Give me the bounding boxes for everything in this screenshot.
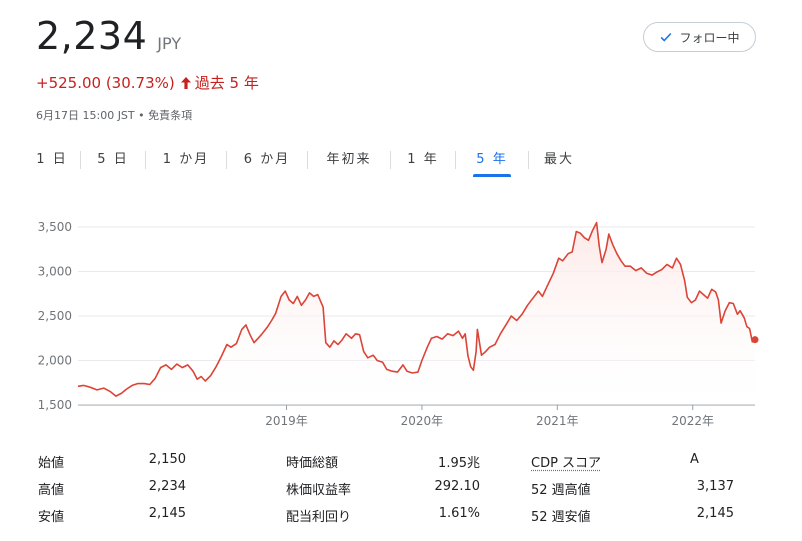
stat-value: 1.95兆	[438, 456, 480, 471]
stat-label: 高値	[38, 483, 65, 498]
stat-value: 2,145	[148, 506, 186, 521]
stats-row: 安値 2,145 配当利回り 1.61% 52 週安値 2,145	[38, 506, 778, 528]
tab-divider	[528, 151, 529, 169]
change-period: 過去 5 年	[194, 74, 259, 92]
y-tick-label: 3,500	[38, 220, 72, 234]
stat-label: 始値	[38, 456, 65, 471]
tab-5y[interactable]: 5 年	[456, 145, 528, 175]
quote-timestamp: 6月17日 15:00 JST • 免責条項	[36, 109, 193, 122]
x-tick-label: 2022年	[671, 414, 714, 428]
x-tick-label: 2021年	[536, 414, 579, 428]
tab-6m[interactable]: 6 か月	[243, 152, 291, 167]
last-price-marker	[751, 336, 759, 344]
tab-divider	[145, 151, 146, 169]
quote-header: 2,234 JPY	[36, 14, 181, 58]
y-tick-label: 1,500	[38, 398, 72, 412]
y-tick-label: 2,000	[38, 354, 72, 368]
tab-1y[interactable]: 1 年	[407, 152, 439, 167]
stat-value: 2,145	[696, 506, 734, 521]
x-tick-label: 2020年	[401, 414, 444, 428]
stats-row: 高値 2,234 株価収益率 292.10 52 週高値 3,137	[38, 479, 778, 501]
range-tabs: 1 日 5 日 1 か月 6 か月 年初来 1 年 5 年 最大	[24, 145, 589, 179]
x-tick-label: 2019年	[265, 414, 308, 428]
price-change: +525.00 (30.73%) 過去 5 年	[36, 72, 259, 93]
y-axis: 3,500 3,000 2,500 2,000 1,500	[38, 220, 72, 412]
tab-max[interactable]: 最大	[543, 152, 574, 167]
tab-1m[interactable]: 1 か月	[162, 152, 210, 167]
stat-label: 配当利回り	[286, 510, 352, 525]
stat-label: 株価収益率	[286, 483, 352, 498]
tab-1d[interactable]: 1 日	[36, 152, 68, 167]
stat-value: 292.10	[434, 479, 481, 494]
currency-label: JPY	[157, 34, 182, 53]
stats-row: 始値 2,150 時価総額 1.95兆 CDP スコア A	[38, 452, 778, 474]
follow-button-label: フォロー中	[679, 30, 740, 45]
arrow-up-icon	[180, 76, 191, 89]
series-line	[77, 221, 756, 397]
stat-label: 52 週高値	[531, 483, 591, 498]
tab-divider	[80, 151, 81, 169]
tab-5d[interactable]: 5 日	[97, 152, 129, 167]
cdp-score-link[interactable]: CDP スコア	[531, 456, 602, 471]
follow-button[interactable]: フォロー中	[643, 22, 756, 52]
stat-label: 安値	[38, 510, 65, 525]
tab-ytd[interactable]: 年初来	[326, 152, 372, 167]
series-area	[78, 222, 755, 405]
x-axis: 2019年 2020年 2021年 2022年	[265, 405, 714, 428]
price-chart[interactable]: 3,500 3,000 2,500 2,000 1,500 2019年 2020年 2021…	[0, 200, 802, 440]
tab-divider	[307, 151, 308, 169]
check-icon	[661, 32, 672, 42]
y-tick-label: 2,500	[38, 309, 72, 323]
stat-value: 3,137	[696, 479, 734, 494]
stat-value: 1.61%	[438, 506, 480, 521]
stat-label: 52 週安値	[531, 510, 591, 525]
stat-value: 2,150	[148, 452, 186, 467]
change-amount: +525.00 (30.73%)	[36, 73, 175, 92]
tab-divider	[226, 151, 227, 169]
stat-value: 2,234	[148, 479, 186, 494]
stat-value: A	[690, 452, 699, 467]
stat-label: 時価総額	[286, 456, 339, 471]
current-price: 2,234	[36, 14, 148, 58]
tab-divider	[390, 151, 391, 169]
y-tick-label: 3,000	[38, 265, 72, 279]
